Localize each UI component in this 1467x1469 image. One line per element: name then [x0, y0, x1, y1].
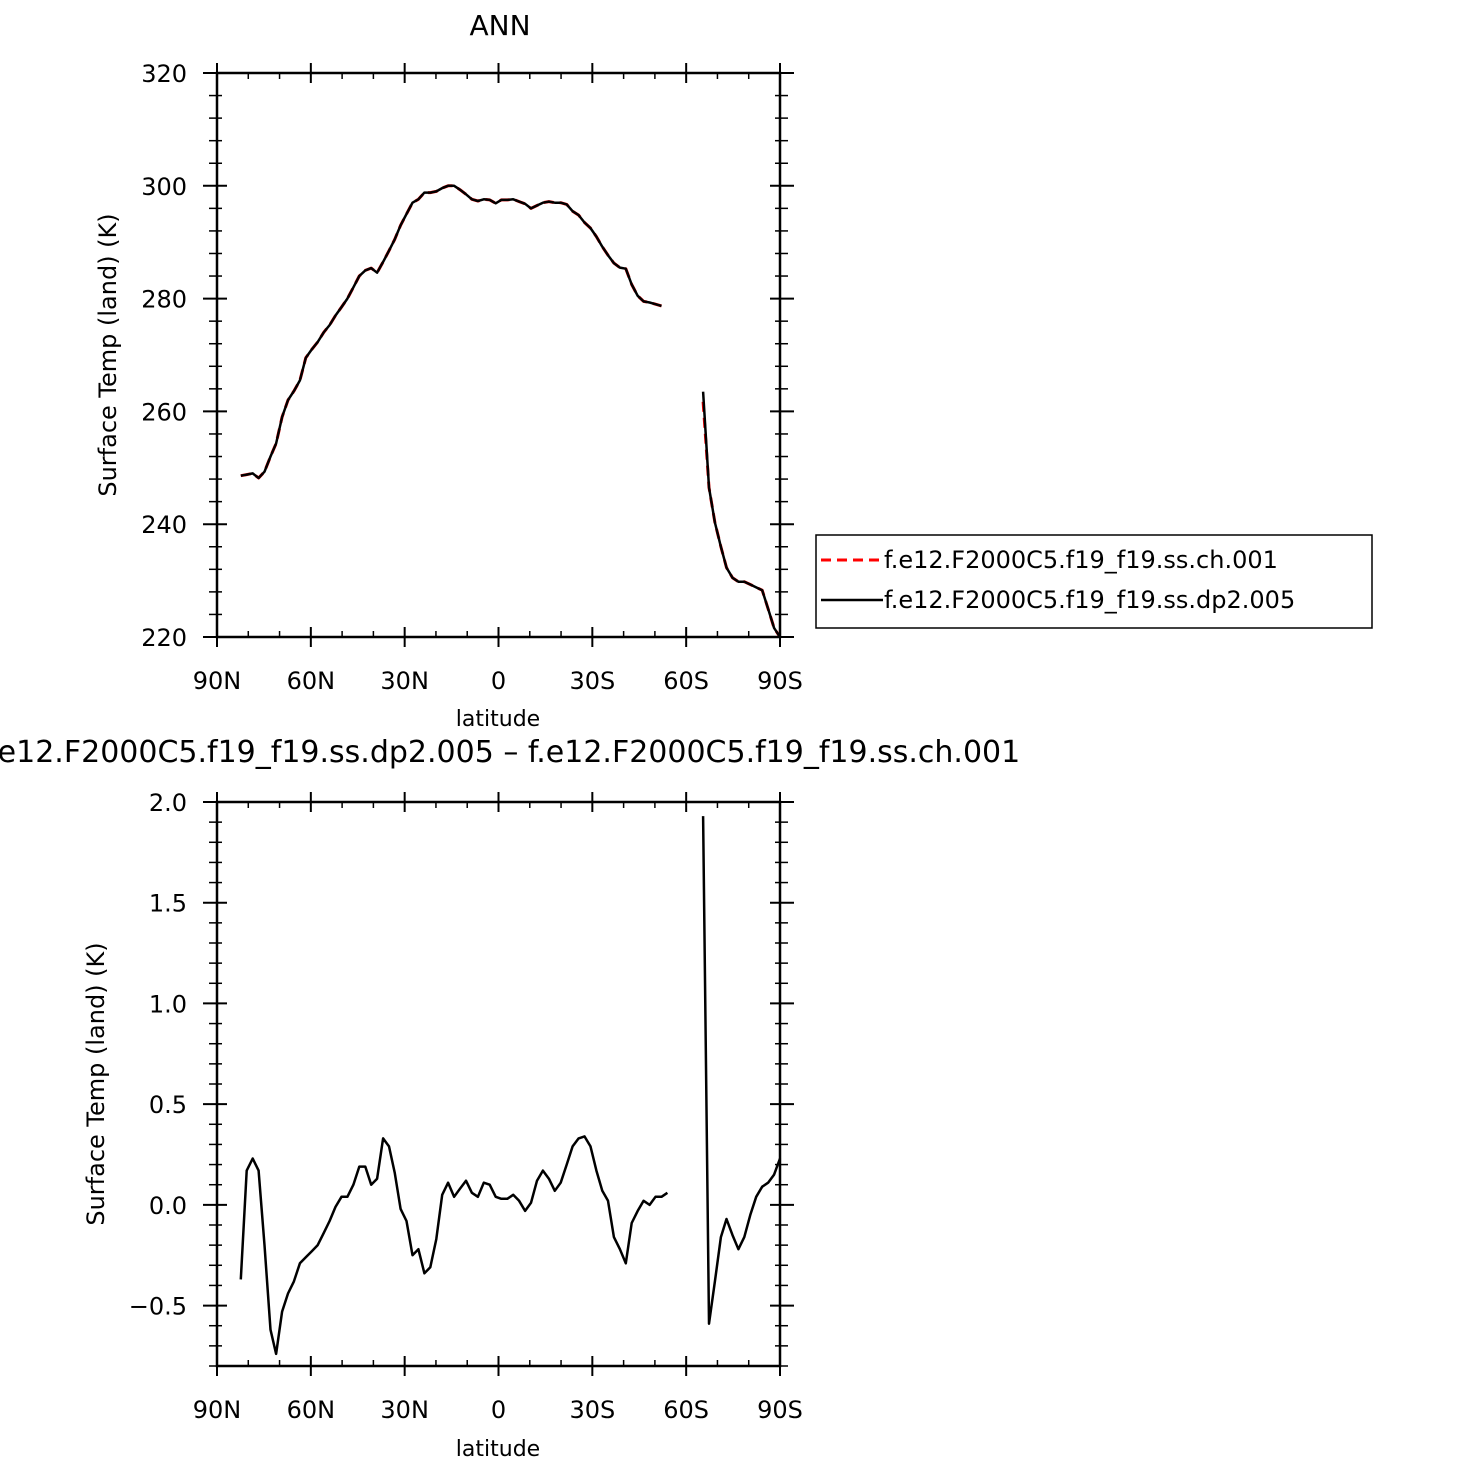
bottom-series-0-segment-0 [239, 1135, 669, 1356]
top-x-tick-label: 90S [757, 667, 803, 695]
top-x-tick-label: 0 [491, 667, 506, 695]
top-axes [203, 63, 794, 647]
top-y-tick-labels: 220 240 260 280 300 320 [141, 60, 187, 652]
top-y-tick-label: 240 [141, 511, 187, 539]
top-chart-title: ANN [469, 9, 530, 42]
top-x-tick-label: 60N [287, 667, 336, 695]
top-y-tick-label: 320 [141, 60, 187, 88]
bottom-plot-frame [215, 800, 782, 1368]
bottom-y-tick-label: 1.5 [149, 890, 187, 918]
top-x-tick-labels: 90N 60N 30N 0 30S 60S 90S [193, 667, 803, 695]
top-x-tick-label: 90N [193, 667, 242, 695]
top-x-tick-label: 30N [380, 667, 429, 695]
bottom-x-tick-label: 90N [193, 1396, 242, 1424]
legend-box [815, 534, 1373, 629]
top-x-tick-label: 30S [569, 667, 615, 695]
bottom-x-tick-label: 30N [380, 1396, 429, 1424]
top-x-axis-label: latitude [456, 707, 540, 732]
bottom-panel: f.e12.F2000C5.f19_f19.ss.dp2.005 – f.e12… [0, 735, 1020, 1462]
bottom-y-tick-label: 2.0 [149, 789, 187, 817]
top-series-1-segment-1 [701, 391, 782, 638]
bottom-y-tick-label: 0.5 [149, 1091, 187, 1119]
bottom-series-lines [239, 816, 782, 1356]
legend-label-dp2005: f.e12.F2000C5.f19_f19.ss.dp2.005 [884, 586, 1295, 614]
bottom-x-tick-label: 0 [491, 1396, 506, 1424]
bottom-x-tick-label: 30S [569, 1396, 615, 1424]
legend: f.e12.F2000C5.f19_f19.ss.ch.001 f.e12.F2… [815, 534, 1373, 629]
top-y-tick-label: 280 [141, 286, 187, 314]
bottom-y-tick-label: −0.5 [129, 1293, 187, 1321]
top-y-tick-label: 300 [141, 173, 187, 201]
bottom-chart-title: f.e12.F2000C5.f19_f19.ss.dp2.005 – f.e12… [0, 735, 1020, 770]
top-panel: ANN 90N 60N 30N 0 30S 60S 90S 220 240 260 280 300 3… [94, 9, 803, 732]
top-x-tick-label: 60S [663, 667, 709, 695]
bottom-series-0-segment-1 [701, 816, 782, 1325]
bottom-x-tick-label: 60N [287, 1396, 336, 1424]
bottom-x-axis-label: latitude [456, 1437, 540, 1462]
top-y-axis-label: Surface Temp (land) (K) [94, 213, 122, 496]
top-series-lines [240, 184, 782, 638]
legend-label-ch001: f.e12.F2000C5.f19_f19.ss.ch.001 [884, 546, 1278, 574]
top-y-tick-label: 220 [141, 624, 187, 652]
bottom-y-axis-label: Surface Temp (land) (K) [82, 942, 110, 1225]
bottom-x-tick-label: 60S [663, 1396, 709, 1424]
bottom-axes [203, 792, 794, 1376]
bottom-y-tick-label: 1.0 [149, 990, 187, 1018]
bottom-y-tick-label: 0.0 [149, 1192, 187, 1220]
top-series-0-segment-0 [240, 184, 662, 480]
bottom-y-tick-labels: −0.5 0.0 0.5 1.0 1.5 2.0 [129, 789, 187, 1321]
top-y-tick-label: 260 [141, 398, 187, 426]
bottom-x-tick-label: 90S [757, 1396, 803, 1424]
top-series-1-segment-0 [240, 184, 662, 480]
top-plot-frame [215, 71, 782, 639]
bottom-x-tick-labels: 90N 60N 30N 0 30S 60S 90S [193, 1396, 803, 1424]
